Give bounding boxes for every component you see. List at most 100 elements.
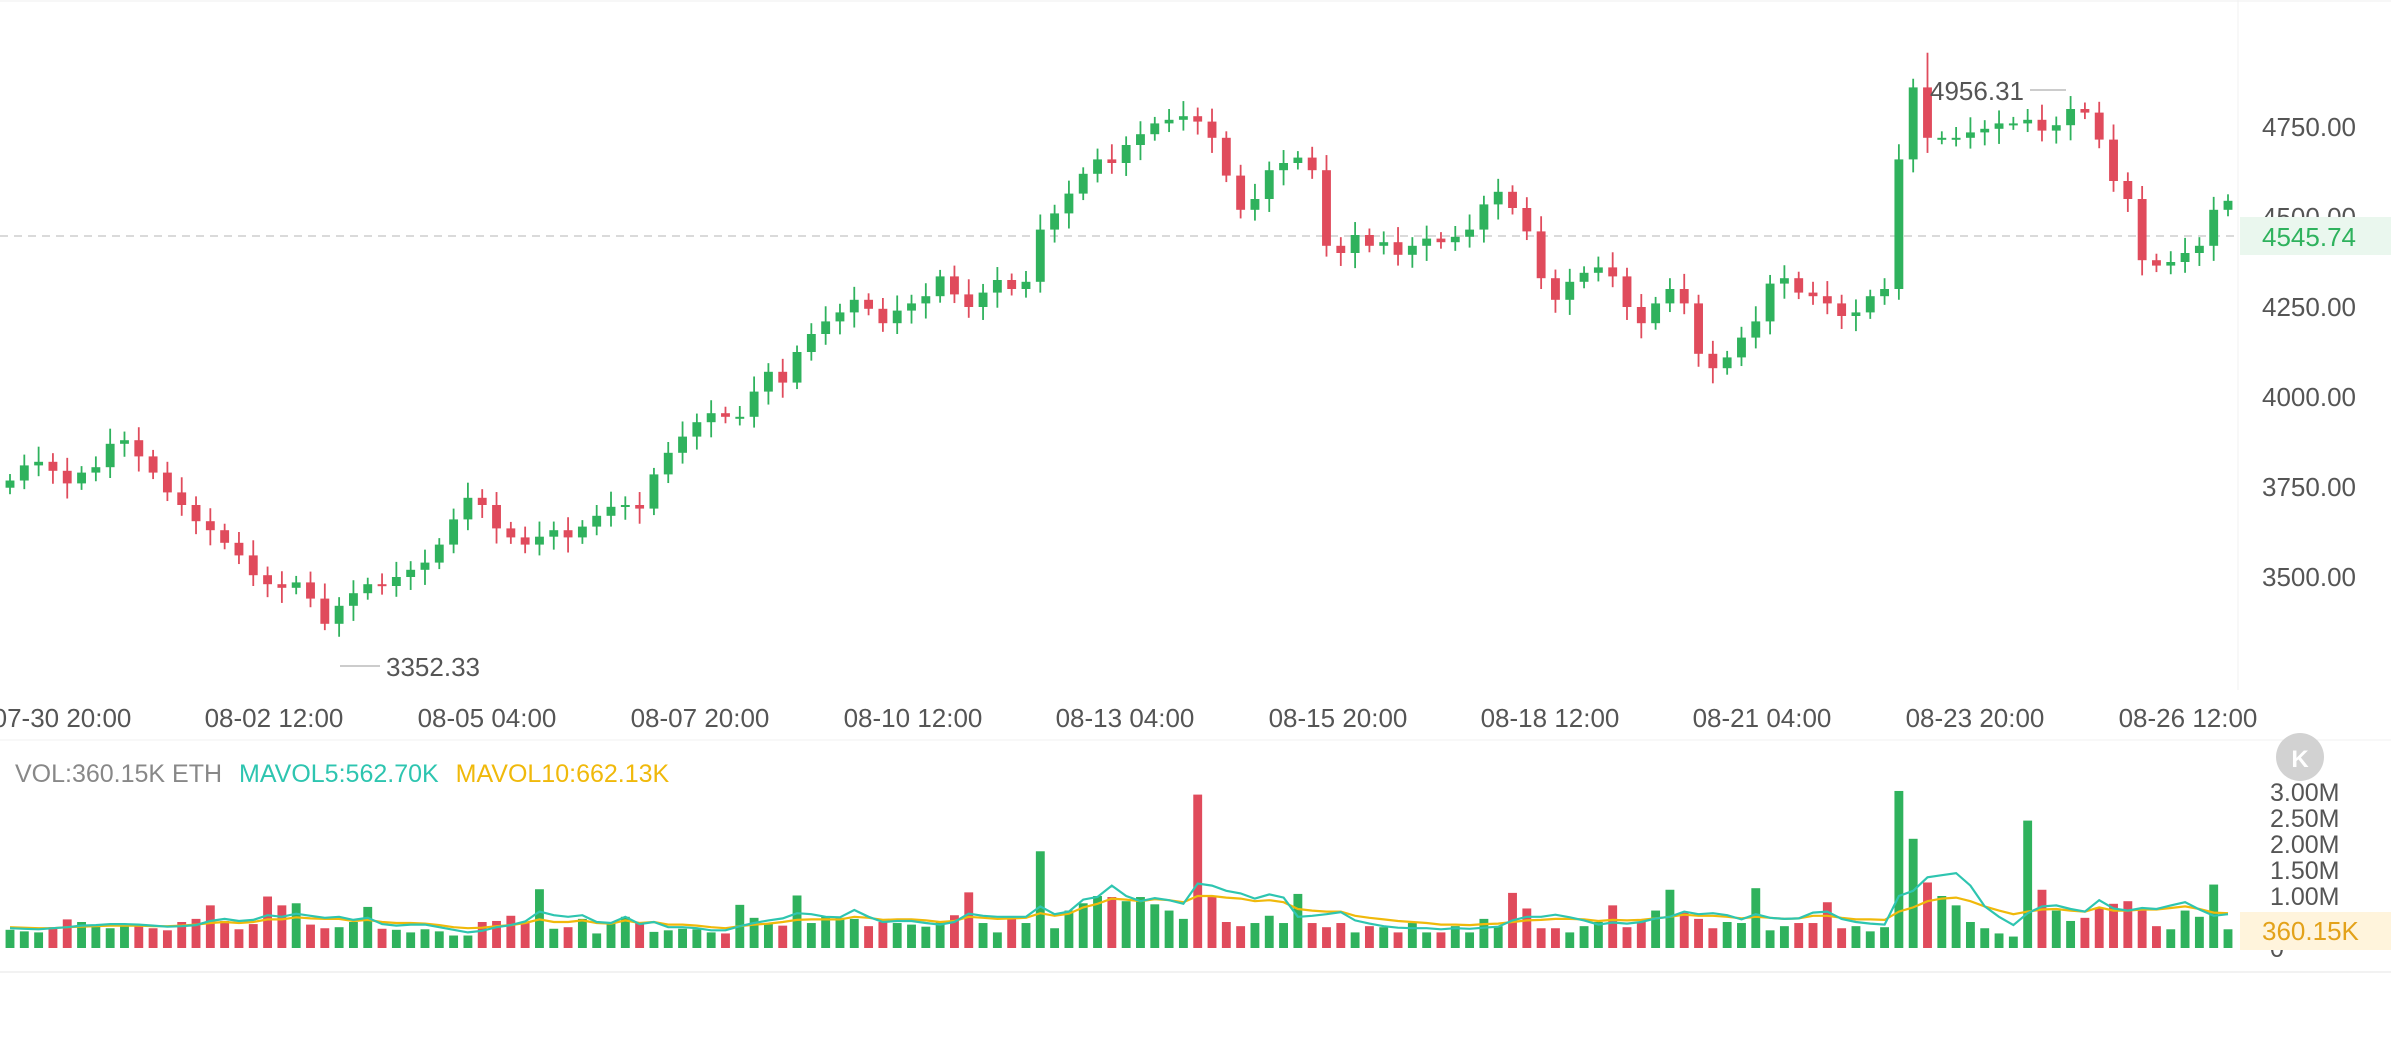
candle-body (1779, 278, 1789, 284)
volume-bar (1064, 910, 1074, 948)
volume-bar (5, 929, 15, 948)
candle-body (1980, 128, 1990, 133)
candle (1164, 109, 1174, 133)
candle-body (1636, 307, 1646, 324)
reset-button-bg[interactable] (2276, 733, 2324, 781)
volume-bar (1622, 927, 1632, 948)
candle (1737, 326, 1746, 367)
volume-bar (120, 924, 129, 948)
candle (162, 461, 172, 502)
candle-body (1808, 292, 1818, 297)
candle (1994, 110, 2004, 144)
candle-body (2051, 125, 2061, 131)
volume-bar (434, 931, 444, 948)
reset-button[interactable]: K (2276, 733, 2324, 781)
volume-bar (420, 929, 430, 948)
candle (1694, 294, 1703, 367)
candle-body (1579, 272, 1589, 282)
volume-bar (635, 923, 645, 948)
volume-bar (2123, 901, 2133, 948)
volume-bar (1236, 926, 1246, 948)
volume-bar (520, 922, 530, 948)
candle-body (1923, 87, 1932, 138)
volume-tick-label: 2.50M (2270, 805, 2339, 833)
candle-body (1264, 170, 1274, 199)
candle (1522, 197, 1532, 241)
candle-body (1965, 132, 1975, 138)
volume-bar (1551, 928, 1560, 948)
candle-body (277, 584, 287, 588)
candle (1436, 232, 1446, 249)
volume-bar (907, 924, 916, 948)
candle-body (191, 505, 201, 522)
volume-bar (1679, 912, 1689, 948)
candle (148, 449, 158, 480)
candle (463, 482, 473, 531)
volume-bar (1279, 923, 1288, 948)
candle (1593, 256, 1603, 282)
candle-body (463, 497, 473, 520)
candle-body (721, 413, 730, 417)
volume-bar (1808, 923, 1818, 948)
volume-bar (1479, 918, 1489, 948)
high-marker: 4956.31 (1930, 76, 2066, 106)
volume-bar (1694, 918, 1703, 948)
volume-bar (1851, 926, 1861, 948)
candle (1136, 121, 1145, 161)
volume-bar (1465, 932, 1475, 948)
candle (2066, 96, 2076, 141)
candle-body (1951, 137, 1961, 140)
volume-bar (706, 932, 716, 948)
candle (1078, 167, 1088, 201)
candle-body (806, 334, 816, 352)
candle-body (1050, 213, 1060, 230)
candle-body (1493, 191, 1503, 205)
candle-body (334, 605, 344, 624)
candle-body (434, 544, 444, 563)
candle (277, 571, 287, 603)
candle-body (1150, 123, 1160, 135)
candle-body (577, 526, 587, 538)
candle (549, 521, 559, 550)
candle-body (935, 276, 945, 297)
volume-bar (1436, 932, 1446, 948)
candle-body (2137, 199, 2147, 261)
volume-bar (1651, 910, 1661, 948)
volume-bar (649, 931, 659, 948)
candle (2137, 186, 2147, 276)
candle (391, 561, 401, 597)
candle-body (1536, 231, 1546, 279)
candle-body (864, 299, 874, 309)
volume-bar (320, 928, 330, 948)
candle-body (48, 461, 58, 471)
volume-bar (77, 922, 86, 948)
volume-bar (849, 918, 859, 948)
candle (1264, 161, 1274, 212)
candle (1379, 231, 1389, 255)
candle (1980, 120, 1990, 146)
x-tick-label: 07-30 20:00 (0, 703, 131, 733)
candle (348, 580, 358, 621)
candle-body (964, 294, 974, 307)
volume-bar (234, 929, 244, 948)
volume-bar (1779, 926, 1789, 948)
volume-bar (1379, 927, 1389, 948)
volume-bar (692, 929, 702, 948)
volume-bar (1636, 922, 1646, 948)
volume-bar (864, 926, 874, 948)
y-axis: 4750.004500.004250.004000.003750.003500.… (2262, 112, 2356, 592)
candle (2223, 194, 2233, 217)
candle (763, 363, 773, 405)
candle (849, 286, 859, 328)
candle-body (706, 413, 716, 423)
volume-bar (1608, 905, 1618, 948)
candle-body (1908, 87, 1918, 160)
x-tick-label: 08-07 20:00 (631, 703, 770, 733)
candle (992, 267, 1002, 308)
candle-body (735, 416, 745, 419)
volume-bar (306, 924, 315, 948)
vol-label: VOL:360.15K ETH (15, 760, 222, 788)
double-chevron-left-icon[interactable]: K (2291, 746, 2309, 773)
volume-bar (2223, 929, 2233, 948)
